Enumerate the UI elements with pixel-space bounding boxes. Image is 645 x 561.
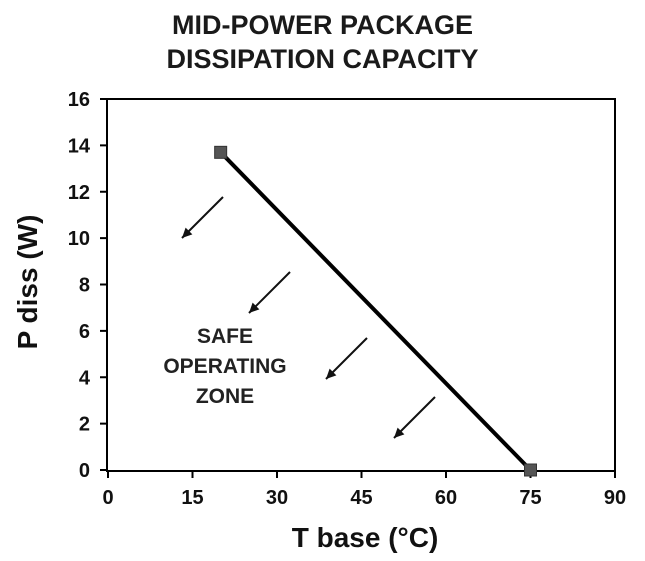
y-tick-label: 14 (68, 135, 91, 157)
chart-title-line-1: MID-POWER PACKAGE (172, 10, 473, 40)
y-tick-label: 16 (68, 89, 90, 111)
safe-zone-arrow-head (393, 427, 405, 439)
safe-zone-line-3: ZONE (195, 385, 255, 408)
data-point-marker (524, 463, 537, 477)
x-tick-label: 45 (350, 487, 372, 509)
safe-zone-line-1: SAFE (196, 325, 253, 348)
y-tick-label: 6 (79, 321, 90, 343)
x-tick-label: 30 (266, 487, 288, 509)
y-tick-label: 12 (68, 182, 90, 204)
y-tick-label: 8 (79, 275, 90, 297)
x-tick-label: 75 (519, 487, 541, 509)
safe-zone-arrow-head (325, 368, 337, 380)
safe-zone-arrow-head (248, 302, 260, 314)
series-group (214, 145, 537, 477)
plot-area-frame (106, 98, 616, 472)
safe-zone-arrows (181, 196, 436, 439)
x-axis-label: T base (°C) (291, 522, 439, 553)
x-tick-label: 15 (181, 487, 203, 509)
chart-title: MID-POWER PACKAGE DISSIPATION CAPACITY (0, 8, 645, 76)
x-tick-label: 60 (435, 487, 457, 509)
x-tick-label: 90 (604, 487, 626, 509)
x-tick-label: 0 (102, 487, 113, 509)
y-tick-label: 4 (79, 367, 91, 389)
safe-zone-line-2: OPERATING (163, 355, 287, 378)
data-point-marker (214, 145, 228, 159)
y-tick-label: 0 (79, 460, 90, 482)
safe-zone-arrow-head (181, 227, 193, 239)
chart-title-line-2: DISSIPATION CAPACITY (166, 44, 479, 74)
y-tick-label: 10 (68, 228, 90, 250)
safe-zone-annotation: SAFE OPERATING ZONE (140, 322, 310, 412)
axis-ticks: 0 15 30 45 60 75 90 0 2 4 6 8 10 12 14 16 (68, 89, 626, 509)
series-line (219, 150, 532, 472)
y-tick-label: 2 (79, 414, 90, 436)
